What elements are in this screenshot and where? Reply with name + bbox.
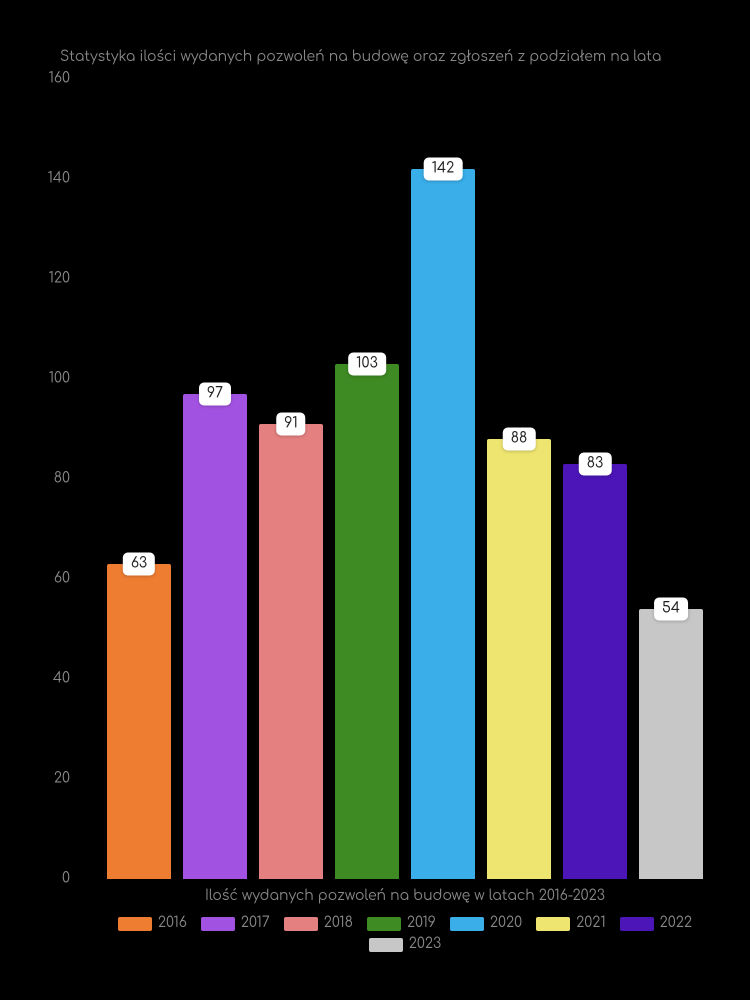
bar-2022: 83 xyxy=(563,464,627,879)
y-tick: 80 xyxy=(20,472,70,487)
bar-value-label: 83 xyxy=(579,453,612,476)
legend-item-2019: 2019 xyxy=(367,916,436,931)
bar-2023: 54 xyxy=(639,609,703,879)
bar-value-label: 88 xyxy=(503,428,536,451)
plot-area: 020406080100120140160 639791103142888354 xyxy=(20,79,730,879)
legend-label: 2023 xyxy=(409,937,441,952)
y-axis: 020406080100120140160 xyxy=(20,79,80,879)
legend-label: 2022 xyxy=(660,916,692,931)
y-tick: 160 xyxy=(20,72,70,87)
bar-2016: 63 xyxy=(107,564,171,879)
legend-swatch xyxy=(367,917,401,931)
legend-swatch xyxy=(536,917,570,931)
chart-title: Statystyka ilości wydanych pozwoleń na b… xyxy=(60,50,730,65)
y-tick: 0 xyxy=(20,872,70,887)
legend-swatch xyxy=(201,917,235,931)
legend-item-2017: 2017 xyxy=(201,916,270,931)
bar-2021: 88 xyxy=(487,439,551,879)
legend-label: 2017 xyxy=(241,916,270,931)
legend-label: 2018 xyxy=(324,916,353,931)
legend-label: 2021 xyxy=(576,916,606,931)
legend-item-2021: 2021 xyxy=(536,916,606,931)
y-tick: 40 xyxy=(20,672,70,687)
legend-label: 2019 xyxy=(407,916,436,931)
legend-label: 2020 xyxy=(490,916,522,931)
y-tick: 100 xyxy=(20,372,70,387)
y-tick: 120 xyxy=(20,272,70,287)
bar-2018: 91 xyxy=(259,424,323,879)
legend-swatch xyxy=(369,938,403,952)
bar-2020: 142 xyxy=(411,169,475,879)
legend-item-2023: 2023 xyxy=(369,937,441,952)
bar-2019: 103 xyxy=(335,364,399,879)
legend-swatch xyxy=(450,917,484,931)
bar-value-label: 54 xyxy=(654,598,688,621)
legend-item-2016: 2016 xyxy=(118,916,187,931)
y-tick: 140 xyxy=(20,172,70,187)
legend-item-2018: 2018 xyxy=(284,916,353,931)
legend-label: 2016 xyxy=(158,916,187,931)
legend-swatch xyxy=(118,917,152,931)
y-tick: 60 xyxy=(20,572,70,587)
bar-value-label: 63 xyxy=(123,553,155,576)
bar-value-label: 142 xyxy=(424,158,463,181)
bar-value-label: 97 xyxy=(199,383,231,406)
legend-swatch xyxy=(284,917,318,931)
bar-value-label: 91 xyxy=(276,413,305,436)
legend: 2016 2017 2018 2019 2020 2021 2022 2023 xyxy=(80,916,730,952)
y-tick: 20 xyxy=(20,772,70,787)
bars-container: 639791103142888354 xyxy=(80,79,730,879)
x-axis-label: Ilość wydanych pozwoleń na budowę w lata… xyxy=(80,889,730,904)
bar-2017: 97 xyxy=(183,394,247,879)
legend-item-2020: 2020 xyxy=(450,916,522,931)
legend-item-2022: 2022 xyxy=(620,916,692,931)
legend-swatch xyxy=(620,917,654,931)
bar-value-label: 103 xyxy=(348,353,386,376)
bar-chart: Statystyka ilości wydanych pozwoleń na b… xyxy=(0,0,750,1000)
